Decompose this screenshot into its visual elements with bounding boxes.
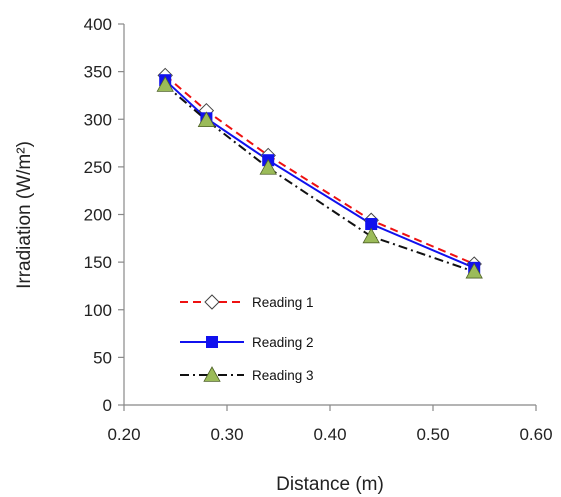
legend: Reading 1 Reading 2 Reading 3 [180,294,314,383]
x-tick-label: 0.30 [210,425,243,444]
legend-label-3: Reading 3 [252,368,314,383]
x-tick-label: 0.50 [416,425,449,444]
series-line-1 [164,74,475,265]
series-markers-3 [156,76,483,279]
legend-label-1: Reading 1 [252,295,314,310]
series-line-3 [164,84,475,273]
y-tick-label: 0 [103,396,112,415]
data-point [365,218,378,231]
y-tick-label: 150 [84,253,112,272]
data-point [156,76,174,92]
y-tick-label: 50 [93,348,112,367]
y-tick-label: 200 [84,206,112,225]
data-point [465,262,483,279]
legend-marker-3 [203,366,221,382]
y-tick-label: 300 [84,110,112,129]
data-point [197,111,216,128]
y-tick-label: 350 [84,63,112,82]
legend-marker-2 [206,336,218,348]
legend-marker-1 [204,294,220,310]
data-point [259,159,277,175]
x-tick-label: 0.20 [107,425,140,444]
y-tick-label: 100 [84,301,112,320]
x-axis-title: Distance (m) [276,474,384,495]
data-point [362,227,380,244]
x-tick-label: 0.60 [519,425,552,444]
series-markers-1 [157,67,482,272]
y-axis-title: Irradiation (W/m²) [14,141,35,289]
y-tick-label: 400 [84,15,112,34]
x-tick-label: 0.40 [313,425,346,444]
legend-label-2: Reading 2 [252,335,314,350]
y-tick-label: 250 [84,158,112,177]
